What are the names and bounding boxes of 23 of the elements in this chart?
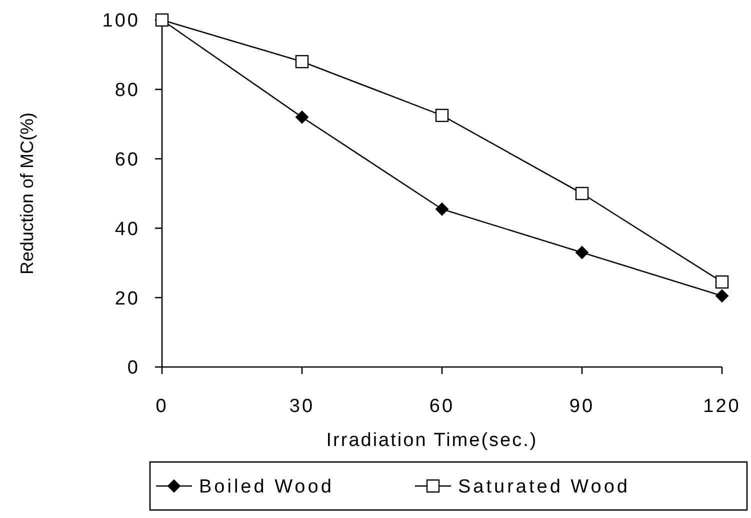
point [576,246,588,259]
x-tick-label: 60 [429,396,455,417]
y-tick-label: 20 [114,288,140,310]
legend-label: Boiled Wood [199,476,334,498]
x-tick-label: 30 [289,396,315,417]
y-tick-label: 80 [114,80,140,102]
y-tick-label: 40 [114,218,140,240]
point [575,186,589,200]
point [436,202,448,216]
x-axis-title: Irradiation Time(sec.) [326,430,538,451]
x-tick-label: 120 [703,396,741,417]
y-tick-label: 100 [102,10,140,32]
legend-label: Saturated Wood [458,476,630,498]
point [435,108,449,122]
y-tick-label: 0 [127,358,140,379]
y-axis-title: Reduction of MC(%) [17,112,37,275]
point [716,289,728,302]
point [715,275,729,289]
point [295,55,309,68]
x-tick-label: 90 [569,396,595,417]
point [296,110,308,124]
x-tick-label: 0 [156,396,168,417]
y-tick-label: 60 [114,149,140,170]
